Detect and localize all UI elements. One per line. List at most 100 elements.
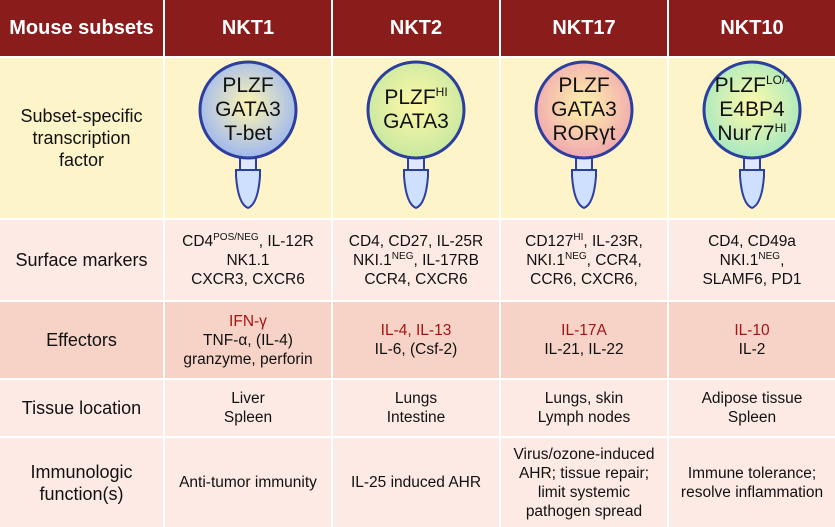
cell: IL-4, IL-13 IL-6, (Csf-2) [333, 302, 499, 378]
text-segment: resolve inflammation [680, 483, 824, 501]
text-line: GATA3 [501, 98, 667, 122]
text-segment: T-bet [224, 122, 272, 145]
text-line: NK1.1 [226, 251, 269, 270]
cell: Virus/ozone-induced AHR; tissue repair; li… [501, 438, 667, 527]
text-segment: Lungs, skin [544, 390, 624, 407]
label-line: Surface markers [15, 250, 148, 270]
lens-text: PLZF GATA3 T-bet [165, 74, 331, 146]
text-line: SLAMF6, PD1 [702, 270, 801, 289]
text-line: IL-2 [739, 340, 766, 359]
text-segment: Adipose tissue [701, 390, 803, 407]
text-segment: Intestine [386, 409, 446, 426]
text-segment: CXCR3, CXCR6 [191, 270, 305, 288]
lens-text: PLZF GATA3 RORγt [501, 74, 667, 146]
lens-part [571, 169, 597, 210]
text-segment: IL-17A [561, 322, 607, 339]
label-line: transcription [32, 128, 131, 148]
cell: IL-25 induced AHR [333, 438, 499, 527]
text-segment: RORγt [552, 122, 616, 145]
cell: PLZFLO/- E4BP4 Nur77HI [669, 58, 835, 218]
magnifier [534, 60, 634, 210]
lens-text: PLZFLO/- E4BP4 Nur77HI [669, 74, 835, 146]
text-segment: NKI.1 [353, 251, 392, 269]
text-segment: granzyme, perforin [183, 350, 313, 368]
text-segment: limit systemic [537, 483, 631, 501]
text-line: Lungs [395, 389, 437, 408]
text-segment: IL-21, IL-22 [544, 341, 624, 358]
text-segment: AHR; tissue repair; [518, 464, 650, 482]
text-line: AHR; tissue repair; [519, 464, 649, 483]
text-segment: Nur77 [717, 122, 775, 145]
text-line: Intestine [387, 408, 446, 427]
lens-text: PLZFHI GATA3 [333, 86, 499, 134]
lens-part [407, 157, 425, 171]
text-line: NKI.1NEG, CCR4, [526, 251, 642, 270]
lens-part [403, 169, 429, 210]
text-line: Anti-tumor immunity [179, 473, 317, 492]
text-segment: Lungs [394, 390, 438, 407]
text-line: resolve inflammation [681, 483, 823, 502]
cell: Immune tolerance; resolve inflammation [669, 438, 835, 527]
label-line: Effectors [46, 330, 117, 350]
text-segment: CCR6, CXCR6, [530, 270, 638, 288]
text-segment: IL-6, (Csf-2) [374, 341, 458, 358]
text-line: CCR6, CXCR6, [530, 270, 638, 289]
text-line: PLZF [501, 74, 667, 98]
lens [366, 60, 466, 160]
row-label: Surface markers [0, 220, 163, 300]
text-segment: NKI.1 [719, 251, 759, 269]
text-segment: IL-10 [734, 322, 770, 339]
text-line: CD127HI, IL-23R, [525, 232, 643, 251]
text-line: IL-6, (Csf-2) [375, 340, 458, 359]
cell: PLZF GATA3 RORγt [501, 58, 667, 218]
label-line: Immunologic [30, 461, 133, 482]
text-line: Lungs, skin [545, 389, 623, 408]
text-segment: , IL-17RB [413, 251, 479, 269]
text-line: CD4POS/NEG, IL-12R [182, 232, 314, 251]
cell: CD127HI, IL-23R, NKI.1NEG, CCR4, CCR6, CXC… [501, 220, 667, 300]
text-line: RORγt [501, 122, 667, 146]
lens [702, 60, 802, 160]
text-segment: SLAMF6, PD1 [702, 270, 802, 288]
header-cell: NKT1 [165, 0, 331, 56]
text-line: Liver [231, 389, 265, 408]
cell: PLZF GATA3 T-bet [165, 58, 331, 218]
text-line: IL-4, IL-13 [381, 321, 452, 340]
text-segment: IL-25 induced AHR [350, 474, 482, 491]
text-line: IL-21, IL-22 [544, 340, 623, 359]
superscript: NEG [391, 250, 414, 262]
cell: CD4POS/NEG, IL-12R NK1.1 CXCR3, CXCR6 [165, 220, 331, 300]
text-segment: CCR4, CXCR6 [364, 270, 468, 288]
lens-part [239, 157, 257, 171]
text-segment: Virus/ozone-induced [513, 445, 655, 463]
text-line: CXCR3, CXCR6 [191, 270, 305, 289]
text-segment: , IL-12R [258, 232, 314, 250]
superscript: NEG [564, 250, 587, 262]
cell: CD4, CD27, IL-25R NKI.1NEG, IL-17RB CCR4, … [333, 220, 499, 300]
lens-part [743, 157, 761, 171]
text-segment: PLZF [384, 86, 436, 109]
text-line: PLZF [165, 74, 331, 98]
text-line: IL-17A [561, 321, 607, 340]
text-segment: Immune tolerance; [687, 464, 817, 482]
text-segment: E4BP4 [719, 98, 785, 121]
superscript: LO/- [766, 73, 790, 87]
text-segment: CD4 [182, 232, 214, 250]
cell: Lungs Intestine [333, 380, 499, 436]
row-label: Tissue location [0, 380, 163, 436]
lens-part [235, 169, 261, 210]
text-segment: PLZF [714, 74, 766, 97]
cell: Anti-tumor immunity [165, 438, 331, 527]
text-segment: Liver [231, 390, 265, 407]
label-line: function(s) [39, 483, 124, 504]
text-segment: Spleen [727, 409, 777, 426]
magnifier [366, 60, 466, 210]
text-line: NKI.1NEG, [720, 251, 785, 270]
text-segment: , [780, 251, 785, 269]
text-segment: pathogen spread [525, 502, 643, 520]
cell: IL-17A IL-21, IL-22 [501, 302, 667, 378]
text-line: pathogen spread [526, 502, 642, 521]
superscript: HI [435, 85, 448, 99]
cell: IFN-γ TNF-α, (IL-4) granzyme, perforin [165, 302, 331, 378]
text-segment: CD4, CD49a [708, 232, 796, 250]
